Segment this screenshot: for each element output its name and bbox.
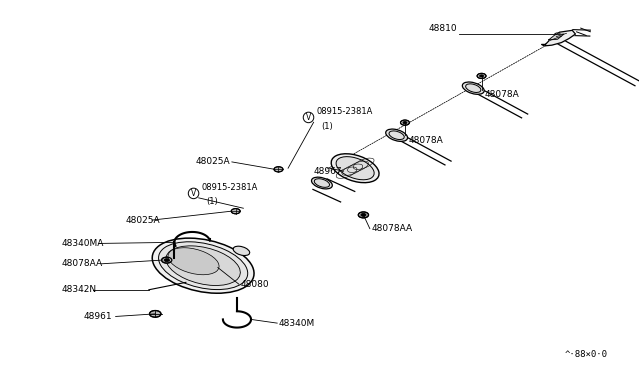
- Circle shape: [477, 73, 486, 78]
- Circle shape: [231, 209, 240, 214]
- Circle shape: [479, 75, 483, 77]
- Ellipse shape: [159, 242, 248, 289]
- Text: 48078A: 48078A: [484, 90, 520, 99]
- Text: ^·88×0·0: ^·88×0·0: [564, 350, 607, 359]
- Text: 48342N: 48342N: [61, 285, 97, 294]
- Polygon shape: [548, 34, 564, 40]
- Circle shape: [401, 120, 410, 125]
- Polygon shape: [541, 31, 575, 46]
- Text: 48967: 48967: [314, 167, 342, 176]
- Circle shape: [150, 311, 161, 317]
- Text: V: V: [191, 189, 196, 198]
- Text: 48025A: 48025A: [196, 157, 230, 166]
- Text: 48340M: 48340M: [278, 319, 315, 328]
- Ellipse shape: [386, 129, 408, 141]
- Text: 08915-2381A: 08915-2381A: [317, 108, 373, 116]
- Text: V: V: [306, 113, 311, 122]
- Circle shape: [358, 212, 369, 218]
- Circle shape: [361, 214, 366, 217]
- Ellipse shape: [233, 246, 250, 256]
- Ellipse shape: [462, 82, 484, 94]
- Ellipse shape: [331, 154, 379, 183]
- Text: 48961: 48961: [84, 312, 113, 321]
- Text: 48340MA: 48340MA: [61, 239, 104, 248]
- Text: 48025A: 48025A: [125, 216, 160, 225]
- Ellipse shape: [168, 248, 219, 275]
- Text: 48810: 48810: [429, 24, 458, 33]
- Circle shape: [274, 167, 283, 172]
- Text: 48078A: 48078A: [408, 136, 443, 145]
- Circle shape: [162, 257, 172, 263]
- Ellipse shape: [336, 157, 374, 180]
- Ellipse shape: [152, 238, 254, 293]
- Text: (1): (1): [206, 197, 218, 206]
- Circle shape: [403, 122, 407, 124]
- Text: 48080: 48080: [240, 280, 269, 289]
- Text: (1): (1): [321, 122, 333, 131]
- Circle shape: [164, 259, 170, 262]
- Text: 08915-2381A: 08915-2381A: [202, 183, 258, 192]
- Text: 48078AA: 48078AA: [61, 259, 102, 268]
- Ellipse shape: [166, 246, 241, 285]
- Ellipse shape: [312, 177, 332, 189]
- Text: 48078AA: 48078AA: [371, 224, 412, 233]
